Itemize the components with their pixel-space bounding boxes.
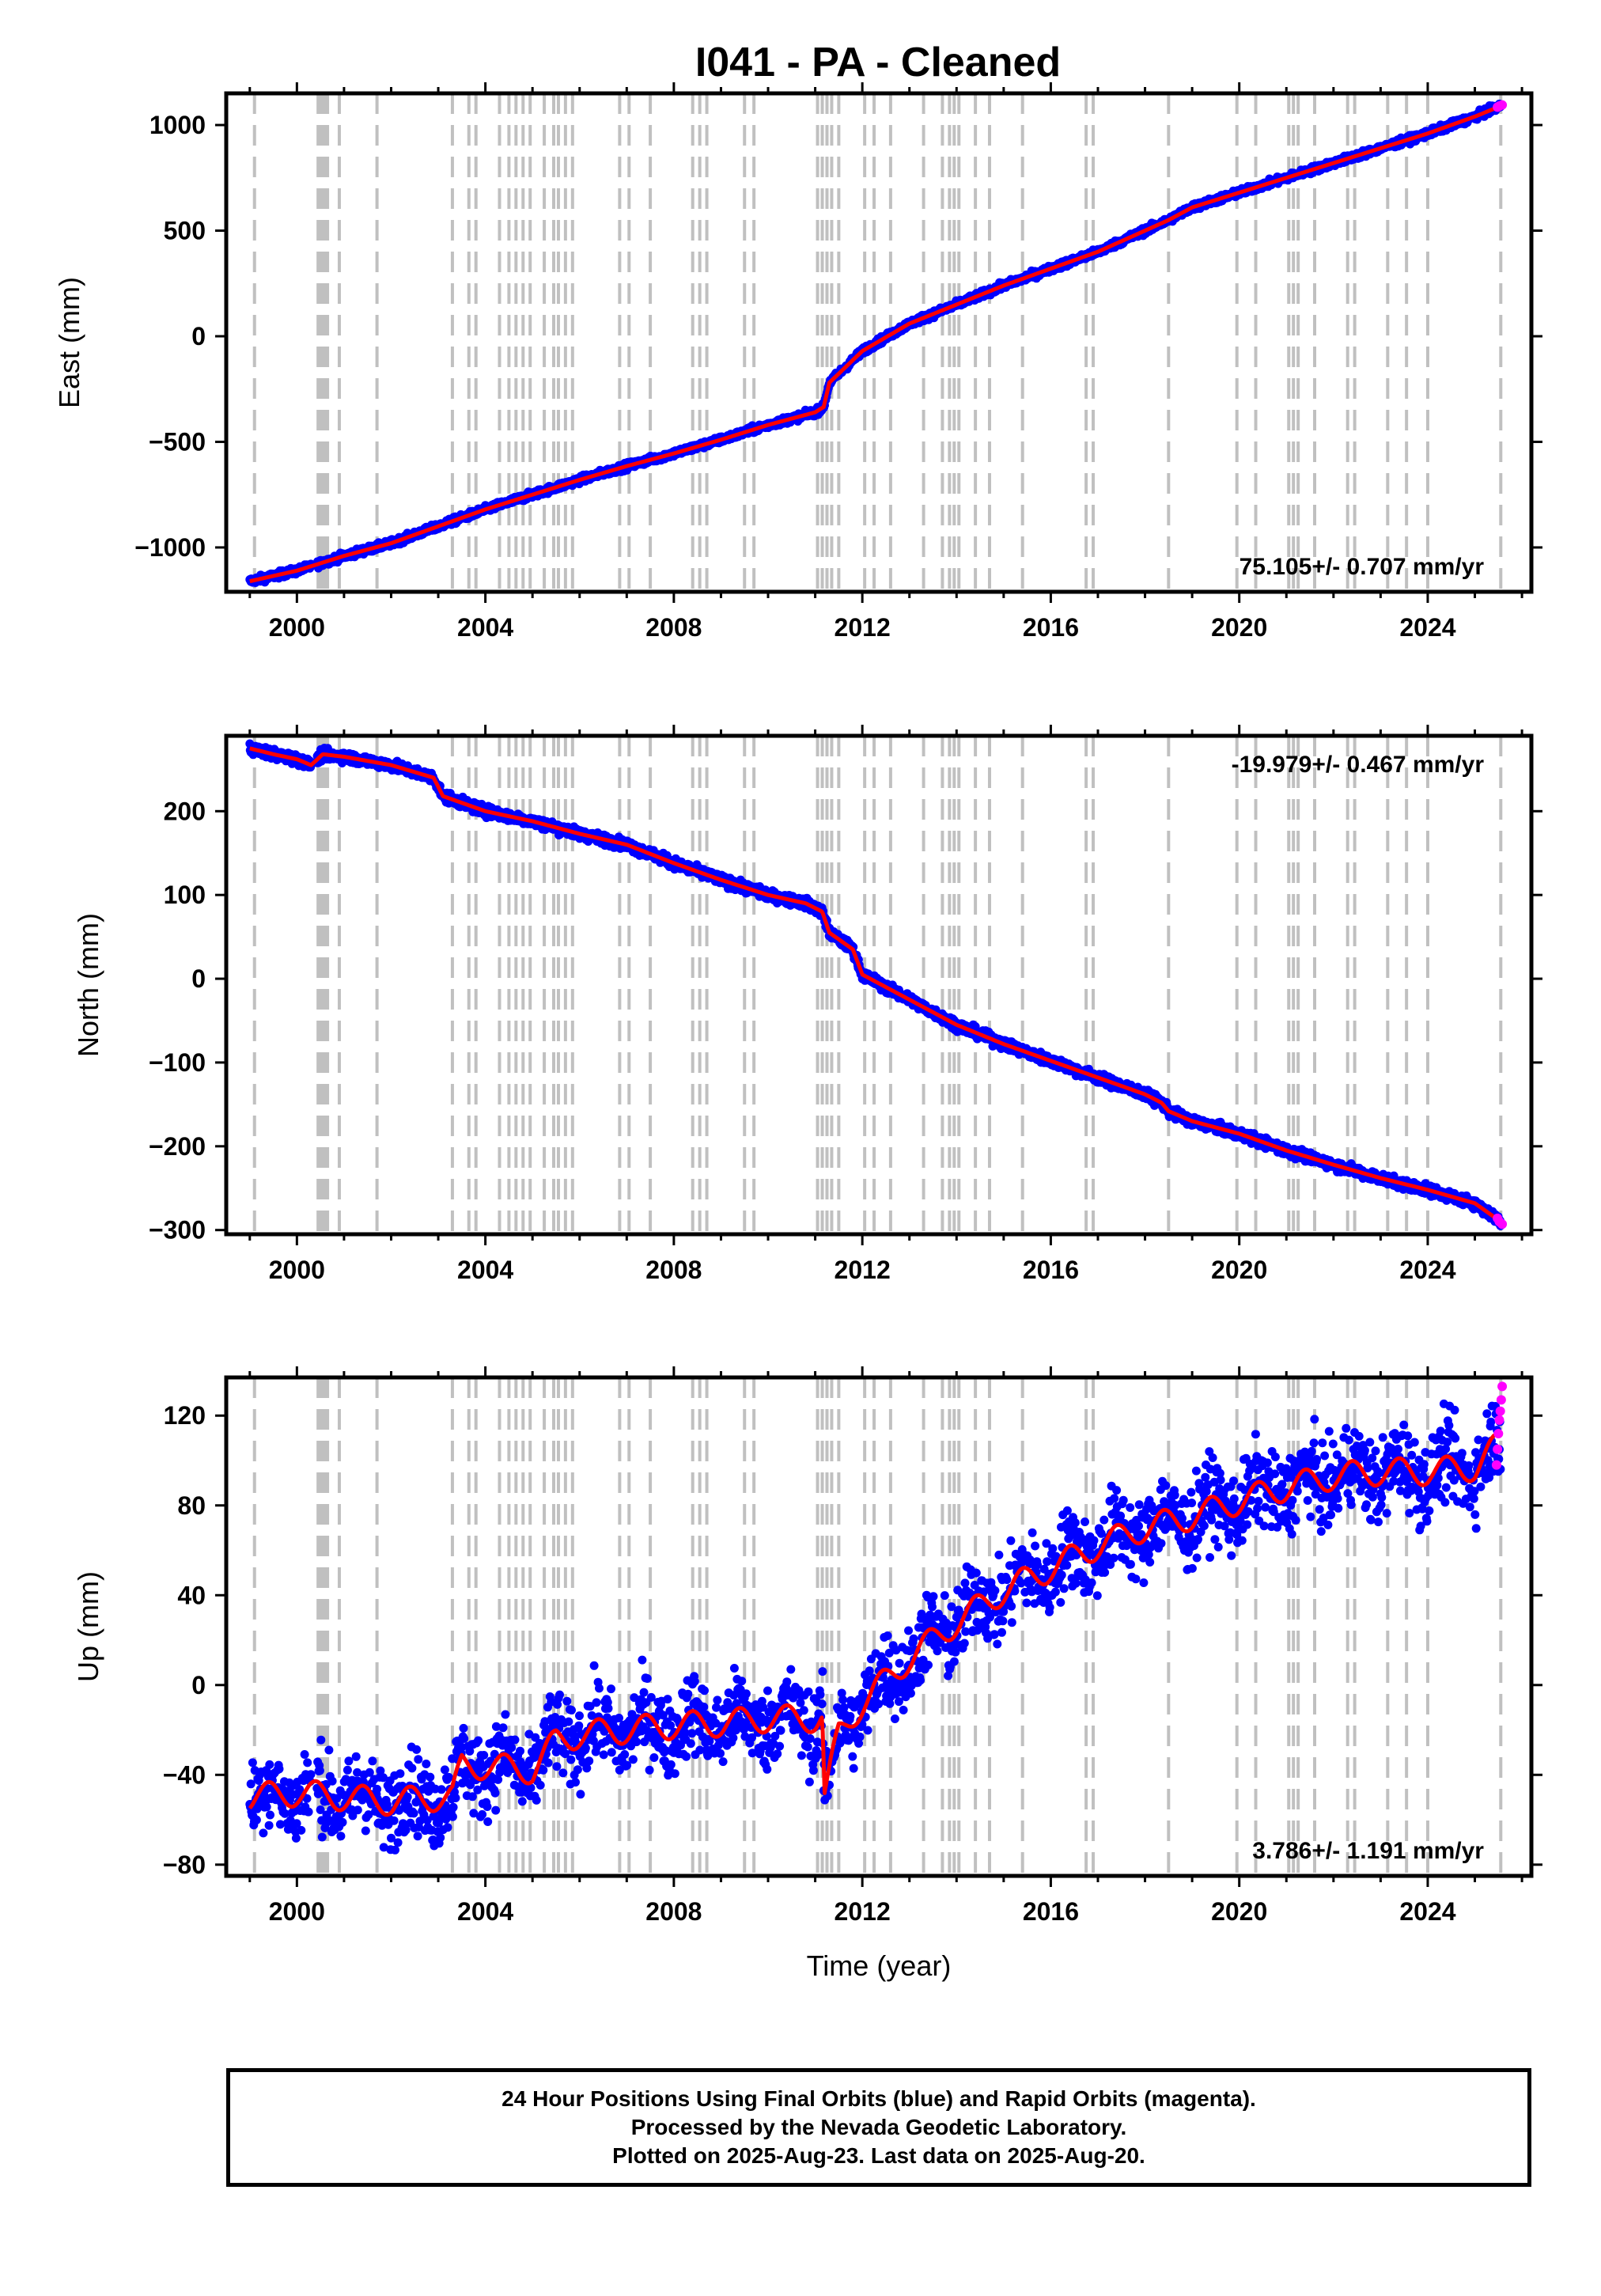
east-x-tick-label: 2004 [457,613,513,642]
east-x-tick-label: 2012 [835,613,891,642]
east-x-tick-label: 2016 [1023,613,1079,642]
east-panel: 2000 2004 2008 2012 2016 2020 2024 1000 500 0 −500… [53,82,1542,642]
east-y-ticks: 1000 500 0 −500 −1000 [134,111,1542,562]
east-y-tick-label: 500 [164,217,206,245]
east-rate-label: 75.105+/- 0.707 mm/yr [1240,554,1485,580]
east-y-tick-label: 0 [191,322,206,350]
east-x-tick-label: 2008 [645,613,702,642]
east-x-tick-label: 2000 [269,613,325,642]
east-y-tick-label: −1000 [134,533,206,562]
east-x-tick-label: 2020 [1211,613,1267,642]
east-y-tick-label: −500 [149,427,206,456]
east-event-lines [252,93,1503,592]
north-panel: 2000 2004 2008 2012 2016 2020 20242001000−100−… [72,725,1542,1284]
east-x-tick-label: 2024 [1399,613,1455,642]
east-rapid-orbit-point [1497,100,1508,110]
east-y-tick-label: 1000 [150,111,206,139]
east-y-axis-title: East (mm) [53,277,85,408]
chart-title: I041 - PA - Cleaned [695,40,1061,85]
